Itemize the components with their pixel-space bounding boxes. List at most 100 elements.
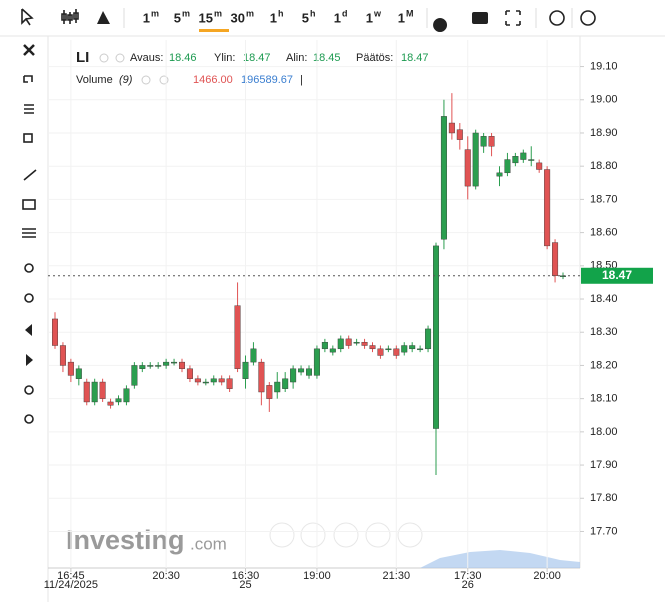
zoom-button[interactable] <box>269 522 295 548</box>
candle-body <box>139 365 146 369</box>
legend-value: 18.47 <box>243 52 271 64</box>
zoom-button[interactable] <box>365 522 391 548</box>
upload-icon[interactable] <box>580 10 596 26</box>
candle-body <box>480 136 487 147</box>
y-tick-label: 18.10 <box>590 393 618 405</box>
candle-body <box>306 368 313 376</box>
candle-body <box>290 368 297 383</box>
side-icons <box>22 44 37 424</box>
interval-button[interactable]: 5 <box>174 10 181 25</box>
line-tool-icon[interactable] <box>23 169 37 181</box>
last-price-tag <box>581 267 653 284</box>
candle-body <box>123 388 130 403</box>
candle-body <box>353 341 360 344</box>
candle-body <box>83 381 90 403</box>
x-tick-label: 19:00 <box>303 570 331 582</box>
cursor-icon[interactable] <box>21 8 34 26</box>
gear-icon[interactable] <box>115 53 125 63</box>
x-tick-label: 21:30 <box>383 570 411 582</box>
candle-body <box>504 159 511 174</box>
zoom-button[interactable] <box>397 522 423 548</box>
interval-unit: h <box>310 8 316 18</box>
candle-body <box>512 156 519 164</box>
x-tick-sublabel: 26 <box>462 579 474 591</box>
candle-body <box>115 398 122 403</box>
zoom-button[interactable] <box>333 522 359 548</box>
gear-icon[interactable] <box>159 75 169 85</box>
candle-body <box>59 345 66 366</box>
eye-icon[interactable] <box>99 53 109 63</box>
interval-button[interactable]: 1 <box>366 10 373 25</box>
x-tick-label: 17:30 <box>454 570 482 582</box>
interval-button[interactable]: 1 <box>270 10 277 25</box>
candle-body <box>178 361 185 369</box>
y-tick-label: 19.00 <box>590 94 618 106</box>
candles-icon[interactable] <box>61 9 79 24</box>
interval-button[interactable]: 1 <box>143 10 150 25</box>
fullscreen-icon[interactable] <box>505 10 521 26</box>
interval-unit: m <box>246 8 254 18</box>
candle-body <box>472 132 479 187</box>
legend-value: 18.45 <box>313 52 341 64</box>
interval-unit: w <box>373 8 382 18</box>
legend-label: Ylin: <box>214 52 235 64</box>
candle-body <box>433 245 440 429</box>
legend-value: 196589.67 <box>241 74 293 86</box>
candle-body <box>313 348 320 376</box>
candle-body <box>329 348 336 353</box>
candle-body <box>393 348 400 356</box>
zoom-out-icon[interactable] <box>24 293 34 303</box>
interval-button[interactable]: 15 <box>199 10 213 25</box>
candle-body <box>210 378 217 383</box>
interval-unit: h <box>278 8 284 18</box>
candle-body <box>448 122 455 134</box>
settings-icon[interactable] <box>433 18 448 32</box>
area-icon[interactable] <box>97 11 110 24</box>
candle-body <box>186 368 193 379</box>
candle-body <box>536 162 543 170</box>
prev-icon[interactable] <box>25 324 32 336</box>
tool-icon[interactable] <box>23 75 33 83</box>
x-tick-label: 16:45 <box>57 570 85 582</box>
tool-icon[interactable] <box>24 104 34 114</box>
interval-button[interactable]: 1 <box>398 10 405 25</box>
interval-unit: M <box>406 8 414 18</box>
camera-icon[interactable] <box>472 12 488 24</box>
interval-button[interactable]: 30 <box>231 10 245 25</box>
candle-body <box>131 365 138 386</box>
rect-tool-icon[interactable] <box>22 199 36 210</box>
download-icon[interactable] <box>549 10 565 26</box>
y-tick-label: 18.20 <box>590 359 618 371</box>
fib-tool-icon[interactable] <box>22 228 36 238</box>
interval-button[interactable]: 5 <box>302 10 309 25</box>
zoom-button[interactable] <box>300 522 326 548</box>
y-tick-label: 18.30 <box>590 326 618 338</box>
candle-body <box>337 338 344 350</box>
candle-body <box>544 169 551 247</box>
candle-body <box>425 328 432 350</box>
volume-average-area <box>420 550 580 568</box>
legend-label: Alin: <box>286 52 307 64</box>
x-tick-sublabel: 25 <box>239 579 251 591</box>
watermark: .com <box>190 534 227 553</box>
eye-icon[interactable] <box>141 75 151 85</box>
tool-icon[interactable] <box>23 133 33 143</box>
y-tick-label: 18.40 <box>590 293 618 305</box>
candle-body <box>401 345 408 353</box>
close-icon[interactable] <box>23 44 35 56</box>
next-icon[interactable] <box>26 354 33 366</box>
interval-button[interactable]: 1 <box>334 10 341 25</box>
legend-label: (9) <box>119 74 133 86</box>
candle-body <box>147 365 154 367</box>
y-tick-label: 17.70 <box>590 525 618 537</box>
tool-icon[interactable] <box>24 414 34 424</box>
tool-icon[interactable] <box>24 385 34 395</box>
candle-body <box>282 378 289 389</box>
candle-body <box>528 159 535 161</box>
candle-body <box>250 348 257 363</box>
candle-body <box>218 378 225 383</box>
candle-body <box>274 381 281 393</box>
candle-body <box>155 365 162 367</box>
zoom-in-icon[interactable] <box>24 263 34 273</box>
